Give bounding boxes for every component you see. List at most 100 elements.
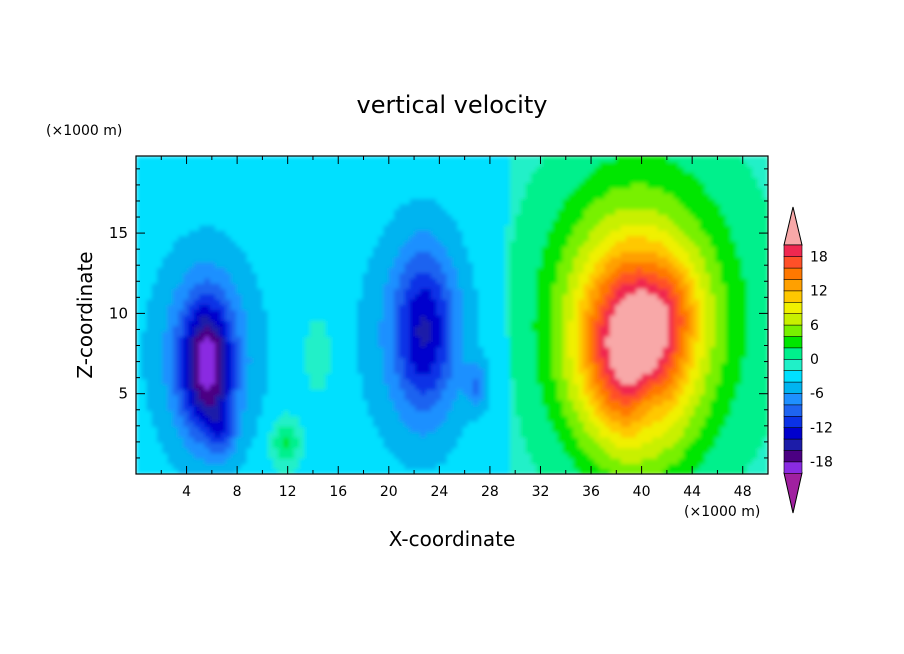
contour-cell [520,283,527,290]
contour-cell [257,383,263,390]
contour-cell [357,421,364,427]
contour-cell [246,230,253,237]
contour-cell [241,293,248,300]
contour-cell [383,209,390,215]
contour-cell [157,288,163,295]
contour-cell [520,161,527,168]
contour-cell [325,399,332,406]
contour-cell [373,203,379,210]
contour-cell [315,431,321,438]
contour-cell [309,219,316,226]
contour-cell [230,182,237,189]
contour-cell [515,405,522,411]
contour-cell [378,389,385,396]
contour-cell [162,198,169,205]
contour-cell [367,325,374,332]
contour-cell [562,368,569,374]
contour-cell [341,203,348,210]
contour-cell [567,299,574,305]
contour-cell [531,267,537,274]
contour-cell [378,346,385,353]
contour-cell [299,325,306,332]
contour-cell [552,399,558,406]
contour-cell [267,187,274,194]
contour-cell [409,203,416,210]
contour-cell [193,330,200,337]
contour-cell [341,177,348,184]
contour-cell [394,452,400,459]
contour-cell [394,230,400,237]
contour-cell [315,203,321,210]
contour-cell [357,277,364,284]
contour-cell [483,283,490,290]
contour-cell [178,309,184,316]
contour-cell [136,203,142,210]
contour-cell [230,394,237,401]
contour-cell [467,251,474,258]
contour-cell [151,368,158,374]
contour-cell [141,251,148,258]
contour-cell [420,320,427,327]
contour-cell [183,293,190,300]
contour-cell [383,325,390,332]
contour-cell [336,315,342,321]
contour-cell [236,235,242,242]
contour-cell [557,330,564,337]
contour-cell [346,251,353,258]
contour-cell [172,341,179,348]
contour-cell [373,362,379,369]
contour-cell [330,431,337,438]
contour-cell [394,182,400,189]
contour-cell [330,436,337,443]
contour-cell [557,230,564,237]
contour-cell [383,468,390,474]
contour-cell [178,452,184,459]
contour-cell [541,421,548,427]
contour-cell [499,230,506,237]
contour-cell [420,394,427,401]
contour-cell [172,330,179,337]
contour-cell [362,405,369,411]
contour-cell [162,235,169,242]
contour-cell [531,251,537,258]
contour-cell [425,378,432,385]
contour-cell [462,256,469,263]
contour-cell [278,246,285,252]
contour-cell [157,166,163,173]
contour-cell [430,166,437,173]
contour-cell [346,415,353,422]
contour-cell [536,426,543,433]
contour-cell [357,224,364,231]
contour-cell [457,203,464,210]
contour-cell [315,187,321,194]
contour-cell [383,293,390,300]
contour-cell [336,436,342,443]
contour-cell [499,219,506,226]
contour-cell [183,203,190,210]
contour-cell [178,224,184,231]
contour-cell [178,156,184,162]
contour-cell [267,203,274,210]
contour-cell [341,246,348,252]
contour-cell [441,293,448,300]
contour-cell [336,283,342,290]
contour-cell [257,203,263,210]
contour-cell [183,166,190,173]
contour-cell [383,299,390,305]
contour-cell [488,399,495,406]
contour-cell [246,304,253,311]
contour-cell [357,405,364,411]
contour-cell [362,166,369,173]
contour-cell [567,304,574,311]
contour-cell [515,193,522,199]
contour-cell [141,214,148,221]
contour-cell [341,394,348,401]
contour-cell [346,230,353,237]
contour-cell [193,187,200,194]
contour-cell [336,203,342,210]
contour-cell [309,458,316,464]
contour-cell [272,262,279,268]
contour-cell [409,288,416,295]
contour-cell [415,426,421,433]
contour-cell [278,293,285,300]
